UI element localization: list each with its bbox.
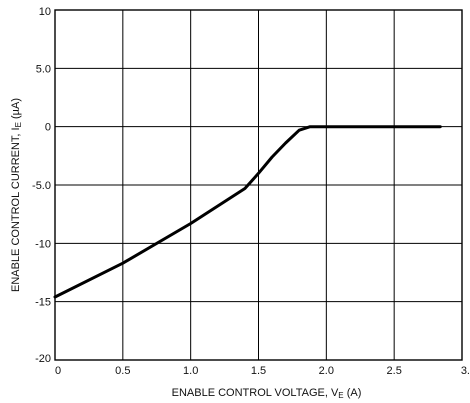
y-tick-label: 0 bbox=[45, 122, 51, 134]
y-tick-label: -15 bbox=[35, 297, 51, 309]
y-axis-label: ENABLE CONTROL CURRENT, IE (µA) bbox=[10, 98, 23, 292]
x-axis-label: ENABLE CONTROL VOLTAGE, VE (A) bbox=[172, 387, 362, 400]
x-tick-label: 2.0 bbox=[319, 365, 334, 377]
y-tick-label: 10 bbox=[39, 6, 51, 18]
x-tick-label: 2.5 bbox=[387, 365, 402, 377]
x-tick-label: 0.5 bbox=[115, 365, 130, 377]
x-tick-label: 1.5 bbox=[251, 365, 266, 377]
plot-frame bbox=[54, 9, 463, 361]
y-tick-label: -10 bbox=[35, 238, 51, 250]
y-tick-label: 5.0 bbox=[36, 63, 51, 75]
y-tick-label: -5.0 bbox=[32, 180, 51, 192]
y-tick-label: -20 bbox=[35, 353, 51, 365]
x-tick-label: 0 bbox=[55, 365, 61, 377]
x-tick-labels: 0 0.5 1.0 1.5 2.0 2.5 3. bbox=[55, 365, 470, 377]
y-tick-labels: 10 5.0 0 -5.0 -10 -15 -20 bbox=[32, 6, 51, 365]
grid-lines bbox=[55, 10, 462, 360]
series-line bbox=[53, 125, 442, 299]
x-tick-label: 1.0 bbox=[183, 365, 198, 377]
x-tick-label: 3. bbox=[461, 365, 470, 377]
